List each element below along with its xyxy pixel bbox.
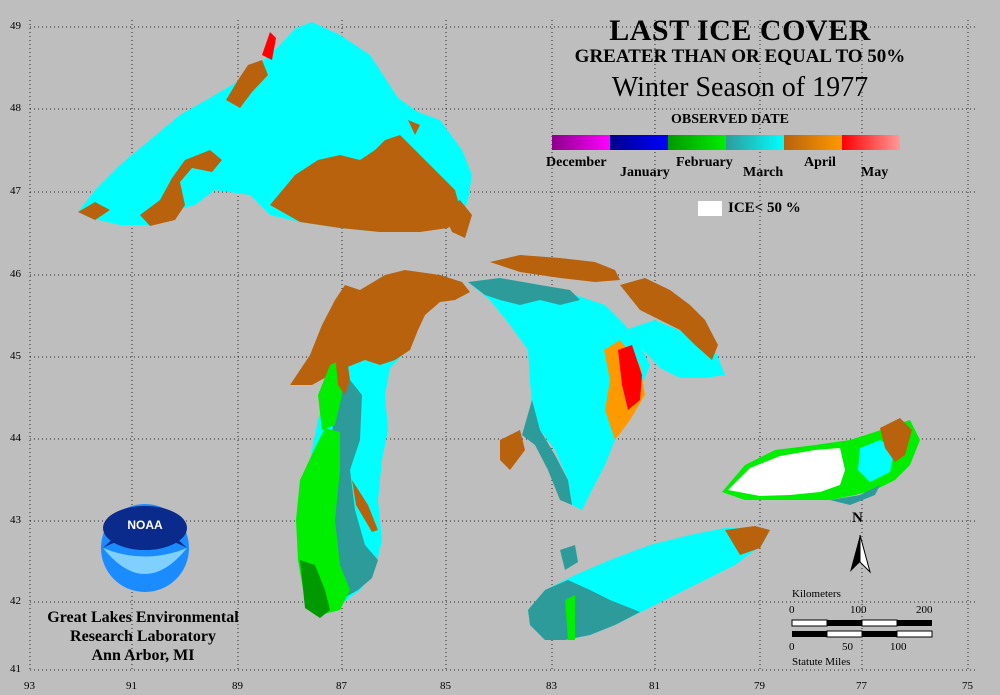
ice-lt50-label: ICE< 50 % <box>728 200 801 216</box>
scale-mi-tick: 100 <box>890 641 907 653</box>
lon-label: 83 <box>546 680 557 692</box>
legend-heading: OBSERVED DATE <box>671 112 789 127</box>
legend-label-april: April <box>804 155 836 170</box>
lake-ontario <box>722 418 920 505</box>
scale-bar <box>791 619 933 638</box>
lake-huron <box>468 255 725 510</box>
legend-swatch-may <box>842 135 900 150</box>
scale-km-tick: 200 <box>916 604 933 616</box>
legend-label-january: January <box>620 165 670 180</box>
lon-label: 87 <box>336 680 347 692</box>
noaa-logo-text: NOAA <box>127 518 163 532</box>
noaa-logo <box>101 504 189 592</box>
lat-label: 42 <box>10 595 21 607</box>
lat-label: 46 <box>10 268 21 280</box>
lat-label: 43 <box>10 514 21 526</box>
credit-line: Great Lakes Environmental <box>47 609 239 626</box>
credit-block: Great Lakes Environmental Research Labor… <box>18 608 268 665</box>
lat-label: 44 <box>10 432 21 444</box>
title-sub: GREATER THAN OR EQUAL TO 50% <box>574 46 906 67</box>
scale-km-tick: 100 <box>850 604 867 616</box>
lon-label: 79 <box>754 680 765 692</box>
ice-lt50-swatch <box>698 201 722 216</box>
lat-label: 48 <box>10 102 21 114</box>
legend-label-may: May <box>861 165 889 180</box>
legend-swatch-march <box>726 135 784 150</box>
scale-mi-tick: 50 <box>842 641 853 653</box>
legend-swatch-february <box>668 135 726 150</box>
lon-label: 77 <box>856 680 867 692</box>
title-main: LAST ICE COVER <box>609 14 871 47</box>
lake-superior <box>78 22 472 238</box>
scale-km-title: Kilometers <box>792 588 841 600</box>
lat-label: 45 <box>10 350 21 362</box>
lat-label: 49 <box>10 20 21 32</box>
lon-label: 89 <box>232 680 243 692</box>
legend-swatch-december <box>552 135 610 150</box>
lat-label: 47 <box>10 185 21 197</box>
credit-line: Ann Arbor, MI <box>91 647 195 664</box>
legend-label-february: February <box>676 155 733 170</box>
title-season: Winter Season of 1977 <box>611 72 869 103</box>
lon-label: 75 <box>962 680 973 692</box>
lon-label: 93 <box>24 680 35 692</box>
north-label: N <box>852 510 863 526</box>
scale-mi-title: Statute Miles <box>792 656 851 668</box>
lake-erie <box>528 526 770 640</box>
legend-label-december: December <box>546 155 607 170</box>
scale-mi-tick: 0 <box>789 641 795 653</box>
lon-label: 81 <box>649 680 660 692</box>
legend-label-march: March <box>743 165 784 180</box>
legend-swatch-january <box>610 135 668 150</box>
lon-label: 85 <box>440 680 451 692</box>
scale-km-tick: 0 <box>789 604 795 616</box>
legend-swatch-april <box>784 135 842 150</box>
lat-label: 41 <box>10 663 21 675</box>
north-arrow-icon <box>850 534 871 574</box>
credit-line: Research Laboratory <box>70 628 216 645</box>
lake-michigan <box>290 270 470 618</box>
legend-colorbar <box>552 135 900 150</box>
lon-label: 91 <box>126 680 137 692</box>
